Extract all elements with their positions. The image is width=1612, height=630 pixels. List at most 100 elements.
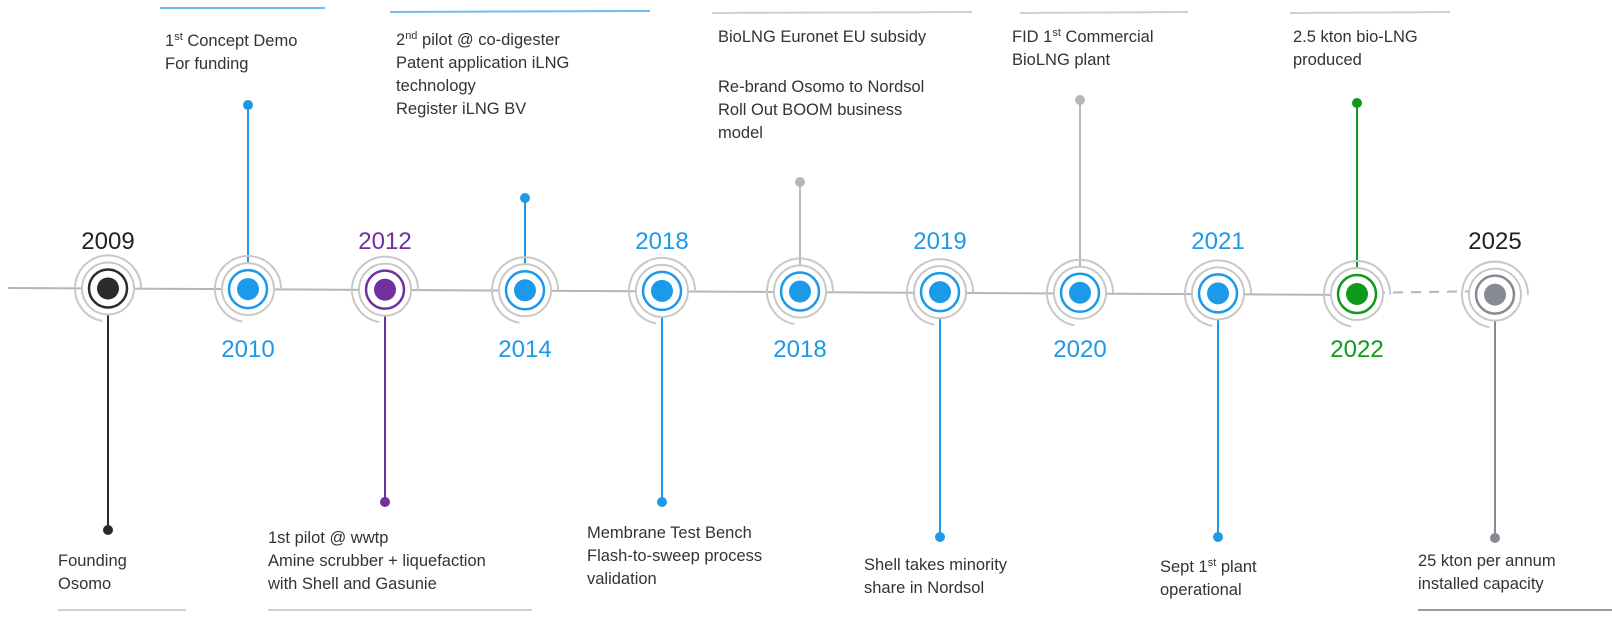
top-rule (1289, 11, 1451, 14)
node-dot (789, 280, 811, 303)
ring-outer (765, 257, 834, 326)
milestone: 2012 1st pilot @ wwtp Amine scrubber + liq… (267, 228, 486, 593)
label-line: Amine scrubber + liquefaction (268, 552, 486, 570)
node-dot (1069, 281, 1091, 304)
label-sup: st (1052, 27, 1061, 39)
node-dot (1207, 282, 1229, 305)
year: 2020 (1053, 336, 1106, 363)
label-text: pilot @ co-digester (417, 31, 560, 49)
milestone: 2018 BioLNG Euronet EU subsidy Re-brand Os… (718, 28, 927, 363)
milestone: 2010 1st Concept Demo For funding (165, 31, 297, 363)
ring-outer (74, 254, 142, 323)
node-dot (237, 278, 259, 301)
connector-dot (1213, 532, 1223, 542)
label-line: technology (396, 77, 477, 95)
label-line: produced (1293, 51, 1362, 69)
ring-outer (491, 256, 559, 325)
label-line: Sept 1st plant (1160, 557, 1257, 576)
node-dot (651, 279, 673, 302)
label-line: model (718, 124, 763, 142)
year: 2021 (1191, 228, 1244, 255)
label-line: For funding (165, 55, 248, 73)
milestone: 2025 25 kton per annum installed capacity (1418, 228, 1556, 593)
year: 2010 (221, 336, 274, 363)
label-line: Roll Out BOOM business (718, 101, 902, 119)
milestone: 2014 2nd pilot @ co-digester Patent applic… (396, 30, 569, 363)
year: 2022 (1330, 336, 1383, 363)
year: 2018 (635, 228, 688, 255)
label-line: Flash-to-sweep process (587, 547, 762, 565)
connector-dot (520, 193, 530, 203)
label-line: 2.5 kton bio-LNG (1293, 28, 1418, 46)
ring-outer (214, 255, 282, 324)
connector-dot (935, 532, 945, 542)
label-line: with Shell and Gasunie (267, 575, 437, 593)
label-text: 2 (396, 31, 405, 49)
label-line: BioLNG plant (1012, 51, 1111, 69)
label-sup: st (174, 31, 183, 43)
connector-dot (1352, 98, 1362, 108)
node-dot (514, 279, 536, 302)
connector-dot (1490, 533, 1500, 543)
top-rule (389, 10, 651, 13)
label-line: Osomo (58, 575, 111, 593)
node-dot (929, 281, 951, 304)
ring-outer (628, 256, 696, 325)
node-dot (97, 277, 119, 300)
top-rule (1019, 11, 1189, 14)
connector-dot (1075, 95, 1085, 105)
label-text: FID 1 (1012, 28, 1052, 46)
label-line: validation (587, 570, 657, 588)
connector-dot (380, 497, 390, 507)
label-line: Membrane Test Bench (587, 524, 752, 542)
label-line: 2nd pilot @ co-digester (396, 30, 560, 49)
label-line: 1st pilot @ wwtp (268, 529, 388, 547)
year: 2025 (1468, 228, 1521, 255)
label-sup: st (1208, 557, 1217, 569)
milestone: 2018 Membrane Test Bench Flash-to-sweep pr… (587, 228, 762, 588)
year: 2012 (358, 228, 411, 255)
label-line: Register iLNG BV (396, 100, 526, 118)
label-line: 25 kton per annum (1418, 552, 1556, 570)
label-line: operational (1160, 581, 1242, 599)
label-line: Patent application iLNG (396, 54, 569, 72)
ring-outer (1323, 260, 1391, 328)
year: 2009 (81, 228, 134, 255)
milestone: 2021 Sept 1st plant operational (1160, 228, 1257, 599)
label-line: installed capacity (1418, 575, 1544, 593)
connector-dot (243, 100, 253, 110)
connector-dot (103, 525, 113, 535)
ring-outer (1461, 260, 1529, 329)
label-line: FID 1st Commercial (1012, 27, 1154, 46)
ring-outer (351, 255, 419, 324)
label-line: BioLNG Euronet EU subsidy (718, 28, 927, 46)
label-line: Founding (58, 552, 127, 570)
node-dot (374, 278, 396, 301)
label-line: Re-brand Osomo to Nordsol (718, 78, 924, 96)
year: 2014 (498, 336, 551, 363)
label-text: Commercial (1061, 28, 1154, 46)
milestone: 2020 FID 1st Commercial BioLNG plant (1012, 27, 1154, 363)
milestone: 2022 2.5 kton bio-LNG produced (1293, 28, 1418, 363)
label-line: Shell takes minority (864, 556, 1008, 574)
ring-outer (1184, 259, 1252, 328)
ring-outer (905, 258, 974, 327)
label-text: 1 (165, 32, 174, 50)
connector-dot (657, 497, 667, 507)
label-text: Concept Demo (183, 32, 298, 50)
year: 2019 (913, 228, 966, 255)
node-dot (1346, 283, 1368, 305)
milestone: 2019 Shell takes minority share in Nordsol (864, 228, 1008, 597)
ring-outer (1046, 258, 1114, 327)
label-line: 1st Concept Demo (165, 31, 297, 50)
connector-dot (795, 177, 805, 187)
label-text: Sept 1 (1160, 558, 1208, 576)
label-line: share in Nordsol (864, 579, 984, 597)
year: 2018 (773, 336, 826, 363)
node-dot (1484, 283, 1506, 306)
label-text: plant (1216, 558, 1257, 576)
top-rule (711, 11, 973, 14)
label-sup: nd (405, 30, 417, 42)
milestone: 2009 Founding Osomo (58, 228, 142, 593)
